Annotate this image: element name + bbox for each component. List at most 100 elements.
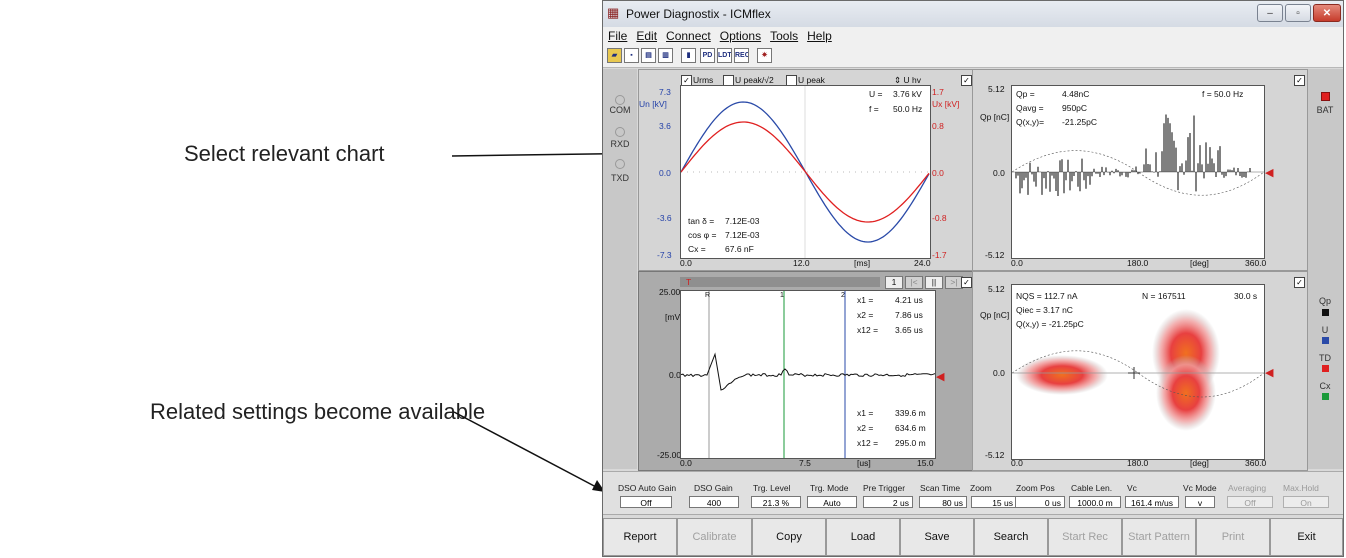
minimize-button[interactable]: –	[1257, 4, 1283, 22]
setting-vc-field[interactable]: 161.4 m/us	[1125, 496, 1179, 508]
cursor-mark-2: 2	[841, 292, 845, 299]
prpd-x-unit: [deg]	[1190, 458, 1209, 468]
pd-level-marker[interactable]: ◀	[1265, 167, 1274, 179]
setting-trg-level-field[interactable]: 21.3 %	[751, 496, 801, 508]
prpd-count: N = 167511	[1142, 291, 1186, 301]
dso-nav-1[interactable]: 1	[885, 276, 903, 289]
copy-icon[interactable]: ▤	[641, 48, 656, 63]
pd-y-tick-1: 0.0	[993, 168, 1005, 178]
legend-td-swatch	[1322, 365, 1329, 372]
dso-y-tick-2: -25.00	[657, 450, 682, 460]
report-button[interactable]: Report	[603, 518, 677, 556]
start-pattern-button[interactable]: Start Pattern	[1122, 518, 1196, 556]
open-icon[interactable]: ▰	[607, 48, 622, 63]
dso-plot-area[interactable]: R 1 2 x1 = 4.21 us x2 = 7.86 us x12 = 3.…	[680, 290, 936, 459]
qp-value: 4.48nC	[1062, 89, 1090, 99]
chart-select-checkbox-voltage[interactable]: ✓	[961, 75, 972, 86]
menu-connect[interactable]: Connect	[666, 29, 711, 43]
prpd-plot-area[interactable]: NQS = 112.7 nA Qiec = 3.17 nC Q(x,y) = -…	[1011, 284, 1265, 460]
pd-phase-chart-panel[interactable]: ✓ 5.12 Qp [nC] 0.0 -5.12 Qp = 4.48nC Qav…	[972, 69, 1308, 271]
dso-scrollbar[interactable]	[680, 277, 880, 287]
exit-button[interactable]: Exit	[1270, 518, 1343, 556]
prpd-level-marker[interactable]: ◀	[1265, 367, 1274, 379]
setting-cable-len-field[interactable]: 1000.0 m	[1069, 496, 1121, 508]
y-right-tick-2: 0.0	[932, 168, 944, 178]
upeak-sqrt2-label: U peak/√2	[735, 75, 774, 85]
cx-value: 67.6 nF	[725, 244, 754, 254]
prpd-time: 30.0 s	[1234, 291, 1258, 301]
voltage-chart-panel[interactable]: ✓ Urms U peak/√2 U peak ⇕ U hv ✓ 7.3 Un …	[638, 69, 973, 271]
title-bar: ▦ Power Diagnostix - ICMflex – ▫ ✕	[603, 1, 1343, 27]
print-button[interactable]: Print	[1196, 518, 1270, 556]
print-icon[interactable]: ▥	[658, 48, 673, 63]
u-hv-spinner[interactable]: ⇕ U hv	[894, 75, 921, 85]
prpd-x-tick-1: 180.0	[1127, 458, 1149, 468]
dso-chart-panel[interactable]: T 1 |< || >| ✓ 25.00 [mV] 0.0 -25.00 R 1…	[638, 271, 973, 471]
y-left-tick-3: -3.6	[657, 213, 672, 223]
y-left-tick-1: 3.6	[659, 121, 671, 131]
start-rec-button[interactable]: Start Rec	[1048, 518, 1122, 556]
setting-cable-len-label: Cable Len.	[1071, 483, 1113, 493]
dso-trigger-level-marker[interactable]: ◀	[936, 371, 945, 383]
search-button[interactable]: Search	[974, 518, 1048, 556]
menu-edit[interactable]: Edit	[636, 29, 658, 43]
save-icon[interactable]: ▪	[624, 48, 639, 63]
menu-tools[interactable]: Tools	[770, 29, 799, 43]
dso-y-tick-1: 0.0	[669, 370, 681, 380]
u-hv-label: U hv	[903, 75, 921, 85]
dso-nav-pause[interactable]: ||	[925, 276, 943, 289]
menu-help[interactable]: Help	[807, 29, 832, 43]
dso-bottom-x12-value: 295.0 m	[895, 438, 926, 448]
calibrate-button[interactable]: Calibrate	[677, 518, 752, 556]
chart-select-checkbox-pd[interactable]: ✓	[1294, 75, 1305, 86]
pd-y-tick-0: 5.12	[988, 84, 1005, 94]
dso-y-tick-0: 25.00	[659, 287, 681, 297]
voltage-plot-area[interactable]: U = 3.76 kV f = 50.0 Hz tan δ = 7.12E-03…	[680, 85, 931, 259]
upeak-label: U peak	[798, 75, 825, 85]
close-button[interactable]: ✕	[1313, 4, 1341, 22]
prpd-cluster-3	[1156, 355, 1216, 431]
pattern-icon[interactable]: ✷	[757, 48, 772, 63]
dso-x-unit: [us]	[857, 458, 871, 468]
setting-dso-auto-gain-field[interactable]: Off	[620, 496, 672, 508]
device-icon[interactable]: ▮	[681, 48, 696, 63]
setting-zoom-field[interactable]: 15 us	[971, 496, 1017, 508]
right-status-rail: BAT Qp U TD Cx	[1307, 69, 1343, 469]
load-button[interactable]: Load	[826, 518, 900, 556]
prpd-chart-panel[interactable]: ✓ 5.12 Qp [nC] 0.0 -5.12	[972, 271, 1308, 471]
tan-delta-label: tan δ =	[688, 216, 715, 226]
pd-x-tick-1: 180.0	[1127, 258, 1149, 268]
dso-top-x2-label: x2 =	[857, 310, 874, 320]
save-button[interactable]: Save	[900, 518, 974, 556]
setting-scan-time-field[interactable]: 80 us	[919, 496, 967, 508]
dso-nav-first[interactable]: |<	[905, 276, 923, 289]
button-bar: Report Calibrate Copy Load Save Search S…	[603, 516, 1343, 558]
y-left-tick-4: -7.3	[657, 250, 672, 260]
ldt-icon[interactable]: LDT	[717, 48, 732, 63]
menu-options[interactable]: Options	[719, 29, 762, 43]
setting-zoom-pos-field[interactable]: 0 us	[1015, 496, 1065, 508]
dso-top-x1-label: x1 =	[857, 295, 874, 305]
maximize-button[interactable]: ▫	[1285, 4, 1311, 22]
dso-x-tick-2: 15.0	[917, 458, 934, 468]
chart-select-checkbox-prpd[interactable]: ✓	[1294, 277, 1305, 288]
pd-y-axis-label: Qp [nC]	[980, 112, 1010, 122]
prpd-qxy-text: Q(x,y) = -21.25pC	[1016, 319, 1084, 329]
pd-icon[interactable]: PD	[700, 48, 715, 63]
setting-vc-mode-field[interactable]: v	[1185, 496, 1215, 508]
copy-button[interactable]: Copy	[752, 518, 826, 556]
pd-y-tick-2: -5.12	[985, 250, 1005, 260]
rec-icon[interactable]: REC	[734, 48, 749, 63]
dso-top-readout-box: x1 = 4.21 us x2 = 7.86 us x12 = 3.65 us	[855, 293, 933, 341]
setting-pre-trigger-field[interactable]: 2 us	[863, 496, 913, 508]
menu-file[interactable]: File	[608, 29, 628, 43]
setting-trg-mode-label: Trg. Mode	[810, 483, 849, 493]
pd-phase-plot-area[interactable]: Qp = 4.48nC Qavg = 950pC Q(x,y)= -21.25p…	[1011, 85, 1265, 259]
chart-select-checkbox-dso[interactable]: ✓	[961, 277, 972, 288]
setting-trg-mode-field[interactable]: Auto	[807, 496, 857, 508]
dso-trigger-marker[interactable]: T	[686, 277, 692, 287]
prpd-x-tick-2: 360.0	[1245, 458, 1267, 468]
annotation-select-chart: Select relevant chart	[184, 141, 385, 166]
setting-dso-gain-field[interactable]: 400	[689, 496, 739, 508]
legend-qp-label: Qp	[1318, 296, 1331, 306]
